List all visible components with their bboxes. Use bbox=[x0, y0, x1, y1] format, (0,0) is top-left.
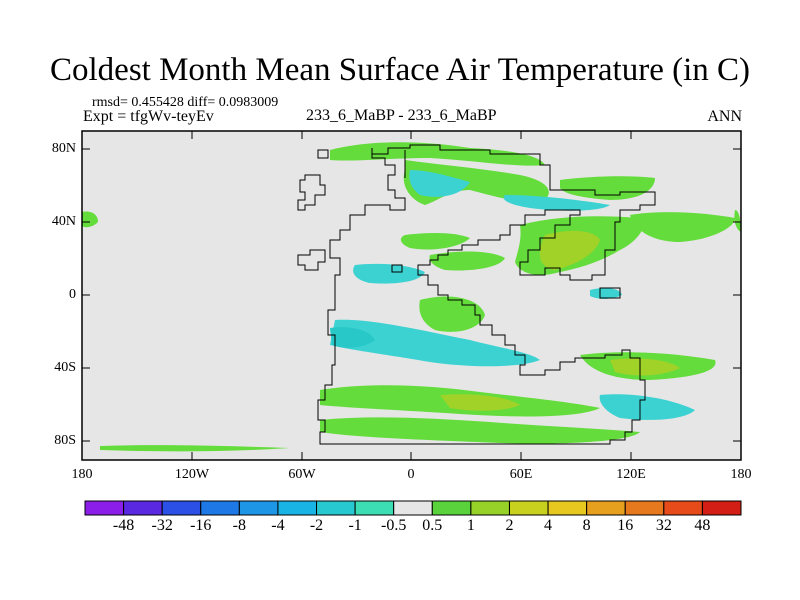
colorbar-label: -0.5 bbox=[381, 517, 407, 534]
lat-label: 40N bbox=[51, 214, 76, 229]
anomaly-region bbox=[590, 287, 622, 299]
colorbar-swatch bbox=[624, 500, 665, 516]
colorbar-label: 32 bbox=[655, 517, 672, 534]
colorbar-swatch bbox=[470, 500, 510, 516]
island-outline bbox=[391, 264, 403, 273]
colorbar-label: -32 bbox=[151, 517, 173, 534]
colorbar-label: 4 bbox=[544, 517, 553, 534]
lon-label: 60E bbox=[509, 467, 533, 482]
anomaly-region bbox=[353, 263, 425, 284]
lon-label: 180 bbox=[730, 467, 752, 482]
colorbar-label: -8 bbox=[232, 517, 246, 534]
anomaly-region bbox=[599, 394, 695, 420]
lat-label: 40S bbox=[54, 360, 76, 375]
anomaly-region bbox=[100, 445, 290, 452]
island-outline bbox=[599, 287, 621, 299]
anomaly-region bbox=[503, 195, 610, 211]
lon-label: 120E bbox=[616, 467, 646, 482]
anomaly-region bbox=[630, 212, 735, 242]
colorbar-label: -4 bbox=[271, 517, 285, 534]
stats-text: rmsd= 0.455428 diff= 0.0983009 bbox=[92, 95, 279, 110]
lon-label: 0 bbox=[407, 467, 415, 482]
colorbar-swatch bbox=[701, 500, 742, 516]
colorbar-swatch bbox=[277, 500, 318, 516]
colorbar-label: 0.5 bbox=[422, 517, 443, 534]
lon-label: 180 bbox=[71, 467, 93, 482]
anomaly-region bbox=[429, 251, 505, 271]
colorbar-swatch bbox=[393, 500, 433, 516]
period-label: ANN bbox=[707, 108, 742, 125]
colorbar-label: -2 bbox=[309, 517, 324, 534]
anomaly-region bbox=[82, 211, 98, 228]
colorbar-swatch bbox=[547, 500, 588, 516]
colorbar-swatch bbox=[238, 500, 279, 516]
anomaly-region bbox=[610, 358, 680, 376]
anomaly-region bbox=[330, 327, 375, 348]
island-outline bbox=[297, 249, 326, 271]
colorbar-swatch bbox=[316, 500, 356, 516]
colorbar-swatch bbox=[663, 500, 703, 516]
anomaly-region bbox=[440, 394, 520, 411]
colorbar-swatch bbox=[586, 500, 626, 516]
continent-outline bbox=[317, 144, 656, 445]
experiment-label: Expt = tfgWv-teyEv bbox=[83, 108, 214, 125]
lat-label: 80N bbox=[51, 141, 76, 156]
colorbar-label: 48 bbox=[694, 517, 711, 534]
lon-label: 60W bbox=[288, 467, 316, 482]
anomaly-region bbox=[320, 417, 640, 444]
anomaly-region bbox=[330, 319, 540, 367]
anomaly-region bbox=[734, 210, 741, 232]
island-outline bbox=[317, 149, 329, 159]
island-outline bbox=[297, 174, 326, 211]
colorbar-swatch bbox=[84, 500, 125, 516]
anomaly-region bbox=[409, 170, 470, 197]
colorbar-label: -48 bbox=[112, 517, 135, 534]
lon-label: 120W bbox=[174, 467, 210, 482]
colorbar-label: 2 bbox=[505, 517, 514, 534]
colorbar-label: -1 bbox=[348, 517, 362, 534]
map-title: Coldest Month Mean Surface Air Temperatu… bbox=[50, 52, 750, 88]
axis-ticks bbox=[82, 131, 741, 460]
colorbar-label: 8 bbox=[582, 517, 591, 534]
colorbar-label: -16 bbox=[190, 517, 212, 534]
colorbar-swatch bbox=[161, 500, 202, 516]
anomaly-region bbox=[330, 142, 545, 166]
anomaly-region bbox=[560, 176, 655, 200]
colorbar-swatch bbox=[354, 500, 395, 516]
colorbar-swatch bbox=[431, 500, 472, 516]
colorbar-label: 16 bbox=[617, 517, 634, 534]
colorbar-swatch bbox=[200, 500, 240, 516]
lat-label: 0 bbox=[69, 287, 76, 302]
colorbar bbox=[84, 500, 742, 516]
coastline bbox=[297, 144, 656, 445]
anomaly-region bbox=[539, 230, 600, 270]
center-label: 233_6_MaBP - 233_6_MaBP bbox=[306, 107, 497, 124]
anomaly-field bbox=[82, 142, 741, 452]
colorbar-label: 1 bbox=[466, 517, 475, 534]
anomaly-region bbox=[400, 233, 470, 250]
colorbar-swatch bbox=[508, 500, 549, 516]
lat-label: 80S bbox=[54, 433, 76, 448]
colorbar-swatch bbox=[123, 500, 163, 516]
